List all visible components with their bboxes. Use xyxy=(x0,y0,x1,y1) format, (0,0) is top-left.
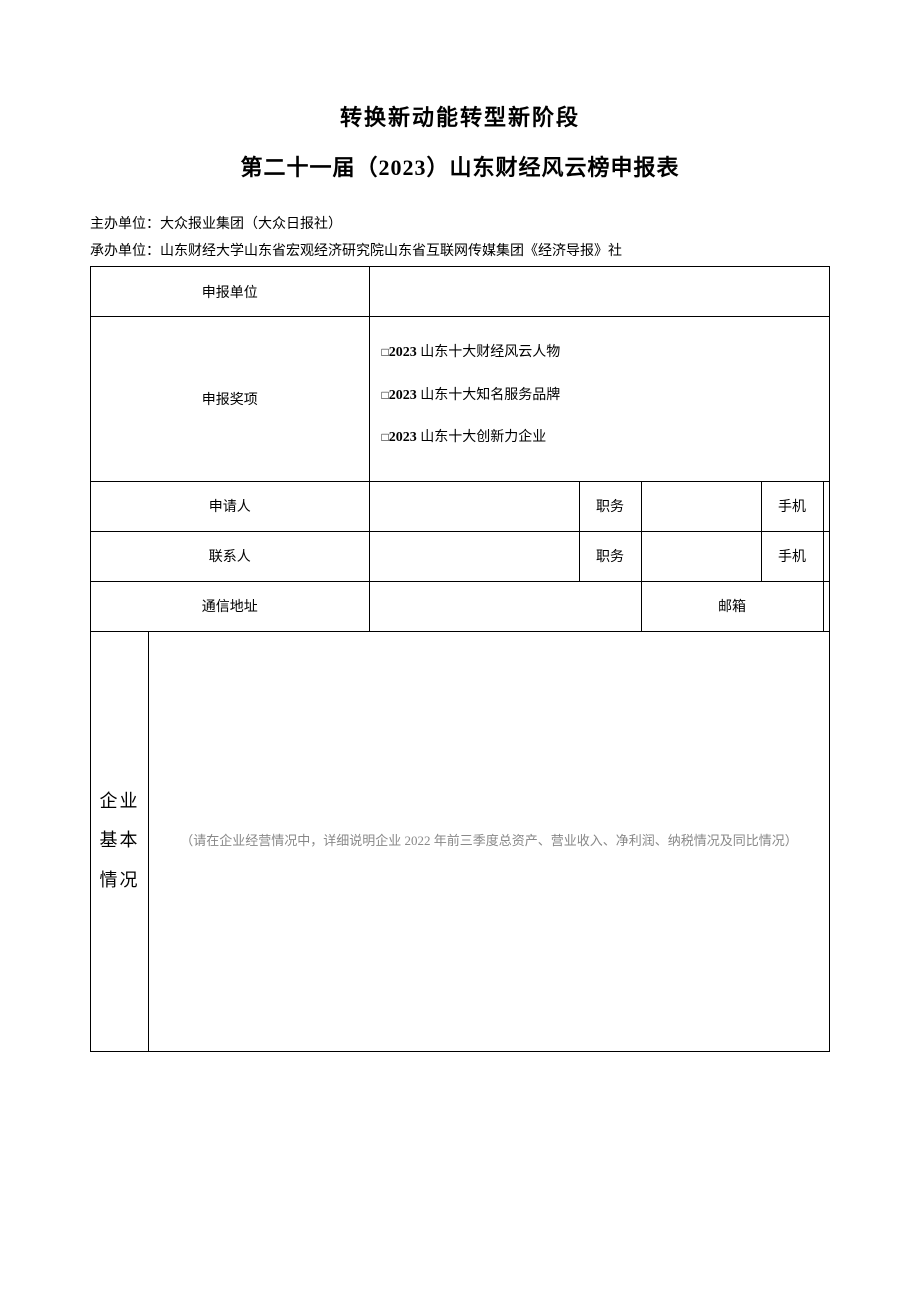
co-organizer-line: 承办单位：山东财经大学山东省宏观经济研究院山东省互联网传媒集团《经济导报》社 xyxy=(90,239,830,264)
basic-info-content-cell[interactable]: （请在企业经营情况中，详细说明企业 2022 年前三季度总资产、营业收入、净利润… xyxy=(149,631,830,1051)
address-value-cell[interactable] xyxy=(369,581,641,631)
applicant-name-cell[interactable] xyxy=(369,481,579,531)
coorg-value: 山东财经大学山东省宏观经济研究院山东省互联网传媒集团《经济导报》社 xyxy=(160,244,622,259)
contact-phone-label: 手机 xyxy=(761,531,823,581)
checkbox-icon: □ xyxy=(382,430,389,444)
checkbox-icon: □ xyxy=(382,345,389,359)
applicant-phone-label: 手机 xyxy=(761,481,823,531)
title-line-2: 第二十一届（2023）山东财经风云榜申报表 xyxy=(90,150,830,182)
contact-label-cell: 联系人 xyxy=(91,531,370,581)
award-option-1[interactable]: □2023 山东十大财经风云人物 xyxy=(382,335,818,371)
unit-value-cell[interactable] xyxy=(369,267,830,317)
basic-info-note: （请在企业经营情况中，详细说明企业 2022 年前三季度总资产、营业收入、净利润… xyxy=(149,828,829,854)
row-unit: 申报单位 xyxy=(91,267,830,317)
coorg-label: 承办单位： xyxy=(90,244,160,259)
unit-label-cell: 申报单位 xyxy=(91,267,370,317)
contact-position-label: 职务 xyxy=(579,531,641,581)
row-address: 通信地址 邮箱 xyxy=(91,581,830,631)
host-organizer-line: 主办单位：大众报业集团（大众日报社） xyxy=(90,212,830,237)
title-line-1: 转换新动能转型新阶段 xyxy=(90,100,830,132)
award-option-3[interactable]: □2023 山东十大创新力企业 xyxy=(382,420,818,456)
checkbox-icon: □ xyxy=(382,388,389,402)
row-applicant: 申请人 职务 手机 xyxy=(91,481,830,531)
applicant-position-label: 职务 xyxy=(579,481,641,531)
basic-info-label-text: 企业基本情况 xyxy=(91,782,148,901)
contact-name-cell[interactable] xyxy=(369,531,579,581)
award-2-text: 山东十大知名服务品牌 xyxy=(417,388,561,403)
address-label-cell: 通信地址 xyxy=(91,581,370,631)
award-1-year: 2023 xyxy=(389,345,417,360)
basic-info-label-cell: 企业基本情况 xyxy=(91,631,149,1051)
award-3-text: 山东十大创新力企业 xyxy=(417,430,547,445)
application-form-table: 申报单位 申报奖项 □2023 山东十大财经风云人物 □2023 山东十大知名服… xyxy=(90,266,830,1051)
applicant-phone-cell[interactable] xyxy=(823,481,830,531)
email-value-cell[interactable] xyxy=(823,581,830,631)
host-label: 主办单位： xyxy=(90,217,160,232)
award-3-year: 2023 xyxy=(389,430,417,445)
applicant-label-cell: 申请人 xyxy=(91,481,370,531)
award-option-2[interactable]: □2023 山东十大知名服务品牌 xyxy=(382,378,818,414)
contact-phone-cell[interactable] xyxy=(823,531,830,581)
row-contact: 联系人 职务 手机 xyxy=(91,531,830,581)
award-label-cell: 申报奖项 xyxy=(91,317,370,481)
host-value: 大众报业集团（大众日报社） xyxy=(160,217,342,232)
applicant-position-cell[interactable] xyxy=(641,481,761,531)
contact-position-cell[interactable] xyxy=(641,531,761,581)
award-options-cell: □2023 山东十大财经风云人物 □2023 山东十大知名服务品牌 □2023 … xyxy=(369,317,830,481)
award-1-text: 山东十大财经风云人物 xyxy=(417,345,561,360)
row-basic-info: 企业基本情况 （请在企业经营情况中，详细说明企业 2022 年前三季度总资产、营… xyxy=(91,631,830,1051)
row-award: 申报奖项 □2023 山东十大财经风云人物 □2023 山东十大知名服务品牌 □… xyxy=(91,317,830,481)
document-title-block: 转换新动能转型新阶段 第二十一届（2023）山东财经风云榜申报表 xyxy=(90,100,830,182)
award-2-year: 2023 xyxy=(389,388,417,403)
email-label-cell: 邮箱 xyxy=(641,581,823,631)
